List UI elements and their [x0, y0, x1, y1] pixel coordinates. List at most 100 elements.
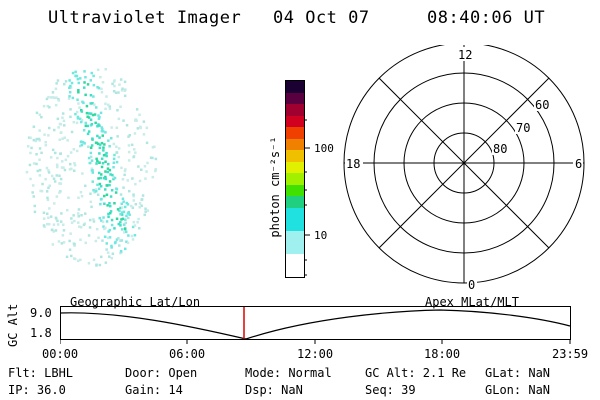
colorbar-axis: 100 10 — [304, 119, 334, 276]
auroral-pixel — [58, 174, 61, 177]
auroral-pixel — [83, 81, 86, 84]
auroral-pixel — [51, 148, 55, 152]
auroral-pixel — [49, 215, 53, 218]
auroral-pixel — [115, 151, 119, 154]
auroral-image-speckle — [25, 68, 158, 267]
auroral-pixel — [131, 206, 135, 209]
auroral-pixel — [122, 186, 125, 189]
auroral-pixel — [92, 189, 95, 192]
auroral-pixel — [96, 68, 100, 72]
auroral-pixel — [69, 86, 73, 89]
auroral-pixel — [127, 144, 131, 147]
auroral-pixel — [116, 135, 119, 138]
auroral-pixel — [123, 227, 127, 230]
auroral-pixel — [90, 71, 93, 75]
auroral-pixel — [138, 202, 142, 205]
auroral-pixel — [32, 184, 35, 187]
auroral-pixel — [99, 75, 102, 79]
auroral-pixel — [80, 109, 83, 112]
auroral-pixel — [30, 146, 33, 150]
auroral-pixel — [38, 168, 42, 172]
auroral-pixel — [113, 153, 116, 157]
auroral-pixel — [49, 96, 53, 99]
auroral-pixel — [89, 151, 93, 155]
auroral-pixel — [100, 126, 103, 129]
auroral-pixel — [98, 161, 101, 164]
auroral-pixel — [127, 216, 130, 220]
auroral-pixel — [91, 169, 94, 172]
auroral-pixel — [70, 167, 73, 171]
auroral-pixel — [138, 113, 141, 117]
auroral-pixel — [69, 108, 72, 111]
auroral-pixel — [38, 158, 41, 161]
auroral-pixel — [100, 91, 104, 94]
auroral-pixel — [123, 231, 126, 234]
auroral-pixel — [48, 184, 51, 187]
auroral-pixel — [96, 134, 99, 138]
auroral-pixel — [125, 201, 128, 205]
auroral-pixel — [109, 211, 112, 215]
auroral-pixel — [110, 246, 113, 249]
auroral-pixel — [109, 173, 112, 176]
orbit-tick-2359: 23:59 — [552, 347, 589, 361]
auroral-pixel — [69, 84, 72, 88]
auroral-pixel — [104, 153, 107, 156]
auroral-pixel — [119, 105, 122, 108]
auroral-pixel — [92, 95, 95, 98]
auroral-pixel — [123, 223, 126, 226]
auroral-pixel — [117, 91, 120, 94]
auroral-pixel — [110, 223, 114, 227]
auroral-pixel — [151, 156, 154, 160]
colorbar-band — [286, 207, 304, 231]
auroral-pixel — [119, 221, 122, 224]
auroral-pixel — [140, 168, 143, 171]
auroral-pixel — [47, 134, 50, 137]
auroral-pixel — [68, 79, 71, 82]
auroral-pixel — [80, 120, 83, 124]
auroral-pixel — [86, 83, 90, 86]
orbit-right-title: Apex MLat/MLT — [425, 295, 519, 309]
auroral-pixel — [109, 195, 113, 198]
auroral-pixel — [71, 71, 75, 75]
auroral-pixel — [123, 94, 127, 98]
auroral-pixel — [67, 97, 71, 100]
auroral-pixel — [112, 177, 115, 181]
mlt-label-6: 6 — [575, 157, 582, 171]
auroral-pixel — [76, 115, 80, 119]
auroral-pixel — [38, 174, 42, 177]
auroral-pixel — [120, 218, 123, 221]
orbit-tick-0600: 06:00 — [169, 347, 206, 361]
auroral-pixel — [46, 198, 50, 202]
auroral-pixel — [136, 221, 139, 224]
auroral-pixel — [110, 244, 113, 248]
auroral-pixel — [119, 224, 122, 227]
auroral-pixel — [149, 156, 153, 159]
auroral-pixel — [87, 130, 91, 133]
auroral-pixel — [101, 127, 104, 131]
auroral-pixel — [41, 182, 44, 186]
auroral-pixel — [88, 226, 92, 229]
orbit-plot — [60, 306, 571, 344]
auroral-pixel — [108, 202, 111, 205]
auroral-pixel — [63, 168, 67, 172]
auroral-pixel — [51, 91, 55, 94]
colorbar-band — [286, 81, 304, 93]
auroral-pixel — [80, 140, 83, 143]
auroral-pixel — [35, 111, 39, 115]
auroral-pixel — [94, 239, 98, 243]
auroral-pixel — [108, 168, 112, 172]
auroral-pixel — [99, 176, 102, 180]
auroral-pixel — [105, 220, 109, 223]
auroral-pixel — [96, 125, 99, 128]
auroral-pixel — [111, 173, 114, 177]
auroral-pixel — [54, 103, 58, 107]
auroral-pixel — [62, 119, 66, 123]
auroral-pixel — [96, 193, 100, 196]
auroral-pixel — [90, 167, 94, 170]
auroral-pixel — [40, 189, 44, 193]
auroral-pixel — [84, 124, 88, 128]
info-seq: Seq: 39 — [365, 383, 416, 397]
auroral-pixel — [106, 167, 110, 170]
auroral-pixel — [39, 189, 42, 193]
info-dsp: Dsp: NaN — [245, 383, 303, 397]
